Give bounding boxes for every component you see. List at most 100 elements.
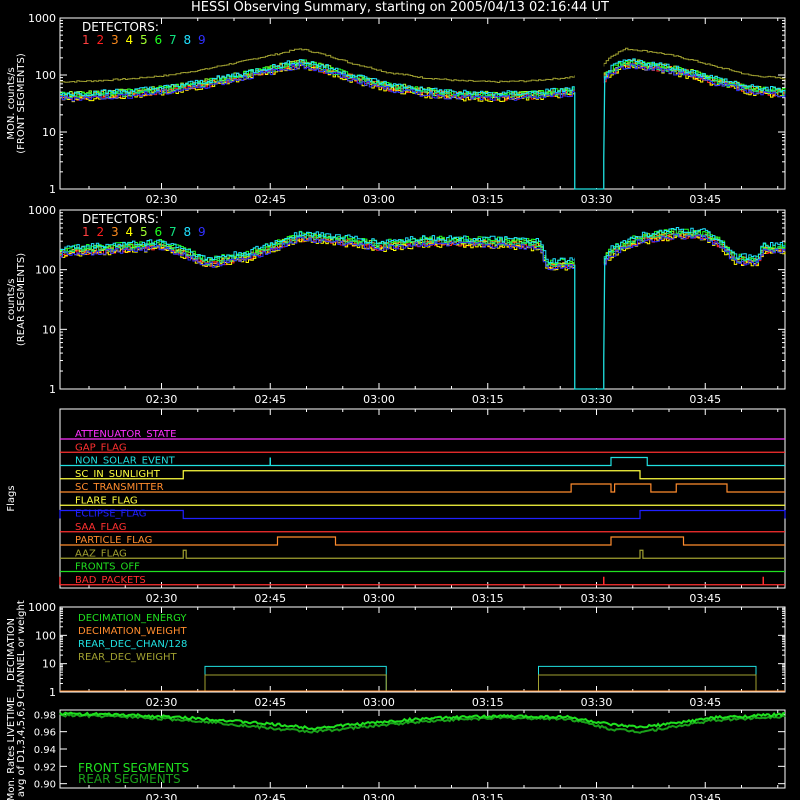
legend-detector-3: 3 — [111, 33, 119, 47]
legend-detector-4: 4 — [126, 225, 134, 239]
y-axis-label-livetime-line: Mon. Rates LIVETIME — [6, 697, 17, 800]
x-tick-label: 03:45 — [689, 696, 721, 709]
flag-trace-eclipse_flag — [59, 509, 786, 520]
legend-detector-5: 5 — [140, 225, 148, 239]
legend-detector-5: 5 — [140, 33, 148, 47]
x-tick-label: 03:45 — [689, 193, 721, 206]
x-tick-label: 02:45 — [254, 792, 286, 800]
y-axis-label-livetime-line: avg of D1,3,4,5,6,9 — [16, 701, 27, 797]
decimation-legend-2: REAR_DEC_CHAN/128 — [78, 639, 187, 650]
y-axis-label-flags-line: Flags — [6, 485, 17, 511]
flag-label-attenuator_state: ATTENUATOR_STATE — [75, 429, 176, 440]
x-tick-label: 03:15 — [472, 393, 504, 406]
y-axis-label-front: MON. counts/s (FRONT SEGMENTS) — [6, 53, 27, 154]
flag-trace-aaz_flag — [60, 549, 785, 559]
x-tick-label: 03:00 — [363, 592, 395, 605]
y-tick-label: 10 — [42, 323, 56, 336]
y-tick-label: 1 — [49, 183, 56, 196]
x-tick-label: 03:00 — [363, 393, 395, 406]
decimation-legend-0: DECIMATION_ENERGY — [78, 613, 187, 624]
flag-label-flare_flag: FLARE_FLAG — [75, 495, 138, 506]
flag-trace-sc_in_sunlight — [60, 470, 785, 480]
flag-label-aaz_flag: AAZ_FLAG — [75, 548, 127, 559]
livetime-front-line — [59, 711, 786, 731]
x-tick-label: 02:30 — [146, 696, 178, 709]
x-tick-label: 02:30 — [146, 792, 178, 800]
legend-detector-1: 1 — [82, 225, 90, 239]
legend-detector-8: 8 — [184, 225, 192, 239]
livetime-legend-1: REAR SEGMENTS — [78, 772, 181, 786]
panel-frame-2 — [59, 408, 786, 589]
x-tick-label: 03:30 — [581, 193, 613, 206]
legend-detector-9: 9 — [198, 33, 206, 47]
x-tick-label: 03:00 — [363, 193, 395, 206]
y-tick-label: 0.98 — [34, 710, 56, 721]
legend-detector-2: 2 — [97, 33, 105, 47]
x-tick-label: 03:30 — [581, 792, 613, 800]
flag-trace-non_solar_event — [60, 456, 785, 467]
legend-detector-6: 6 — [155, 225, 163, 239]
flag-label-sc_in_sunlight: SC_IN_SUNLIGHT — [75, 469, 161, 480]
x-tick-label: 03:45 — [689, 393, 721, 406]
legend-detector-7: 7 — [169, 33, 177, 47]
y-tick-label: 1 — [49, 383, 56, 396]
x-tick-label: 03:15 — [472, 193, 504, 206]
livetime-rear-line — [59, 712, 786, 734]
x-tick-label: 02:30 — [146, 393, 178, 406]
series-line-front-8 — [60, 58, 786, 97]
x-tick-label: 02:45 — [254, 393, 286, 406]
flag-label-fronts_off: FRONTS_OFF — [75, 562, 140, 573]
x-tick-label: 03:45 — [689, 592, 721, 605]
decimation-chan-block-0 — [60, 665, 785, 692]
y-axis-label-livetime: Mon. Rates LIVETIME avg of D1,3,4,5,6,9 — [6, 697, 27, 800]
decimation-weight-block-0 — [204, 674, 387, 691]
x-tick-label: 03:15 — [472, 792, 504, 800]
series-line-rear-8 — [60, 233, 786, 271]
flag-label-eclipse_flag: ECLIPSE_FLAG — [75, 509, 146, 520]
gap-trace-detector-8 — [574, 257, 606, 390]
legend-detector-2: 2 — [97, 225, 105, 239]
legend-detector-6: 6 — [155, 33, 163, 47]
y-tick-label: 1000 — [28, 12, 56, 25]
flag-label-bad_packets: BAD_PACKETS — [75, 575, 146, 586]
decimation-legend-3: REAR_DEC_WEIGHT — [78, 652, 177, 663]
gap-trace-detector-8 — [574, 76, 606, 190]
y-tick-label: 1000 — [28, 204, 56, 217]
x-tick-label: 03:00 — [363, 792, 395, 800]
y-axis-label-decimation-line: CHANNEL or weight — [16, 600, 27, 699]
y-tick-label: 1 — [49, 686, 56, 699]
x-tick-label: 03:15 — [472, 696, 504, 709]
y-axis-label-front-line: (FRONT SEGMENTS) — [16, 53, 27, 154]
y-axis-label-front-line: MON. counts/s — [6, 67, 17, 139]
y-tick-label: 0.94 — [34, 745, 56, 756]
legend-title: DETECTORS: — [82, 20, 159, 34]
x-tick-label: 02:45 — [254, 193, 286, 206]
legend-detector-7: 7 — [169, 225, 177, 239]
y-tick-label: 0.92 — [34, 762, 56, 773]
series-line-front-9 — [60, 62, 786, 102]
legend-detector-4: 4 — [126, 33, 134, 47]
flag-label-sc_transmitter: SC_TRANSMITTER — [75, 482, 164, 493]
series-line-rear-7 — [60, 227, 786, 264]
y-tick-label: 100 — [35, 629, 56, 642]
panel-frame-3 — [59, 606, 786, 693]
y-tick-label: 10 — [42, 658, 56, 671]
legend-detector-9: 9 — [198, 225, 206, 239]
flag-label-gap_flag: GAP_FLAG — [75, 442, 127, 453]
x-tick-label: 02:30 — [146, 193, 178, 206]
y-tick-label: 0.96 — [34, 728, 56, 739]
flag-trace-sc_transmitter — [60, 483, 785, 493]
y-tick-label: 0.90 — [34, 780, 56, 791]
flag-label-saa_flag: SAA_FLAG — [75, 522, 126, 533]
x-tick-label: 02:45 — [254, 592, 286, 605]
y-tick-label: 100 — [35, 69, 56, 82]
legend-detector-8: 8 — [184, 33, 192, 47]
x-tick-label: 02:45 — [254, 696, 286, 709]
x-tick-label: 03:30 — [581, 696, 613, 709]
y-axis-label-rear-line: (REAR SEGMENTS) — [16, 253, 27, 346]
decimation-legend-1: DECIMATION_WEIGHT — [78, 626, 187, 637]
gap-mask — [574, 211, 604, 388]
x-tick-label: 03:30 — [581, 393, 613, 406]
panel-frame-1 — [59, 209, 786, 390]
